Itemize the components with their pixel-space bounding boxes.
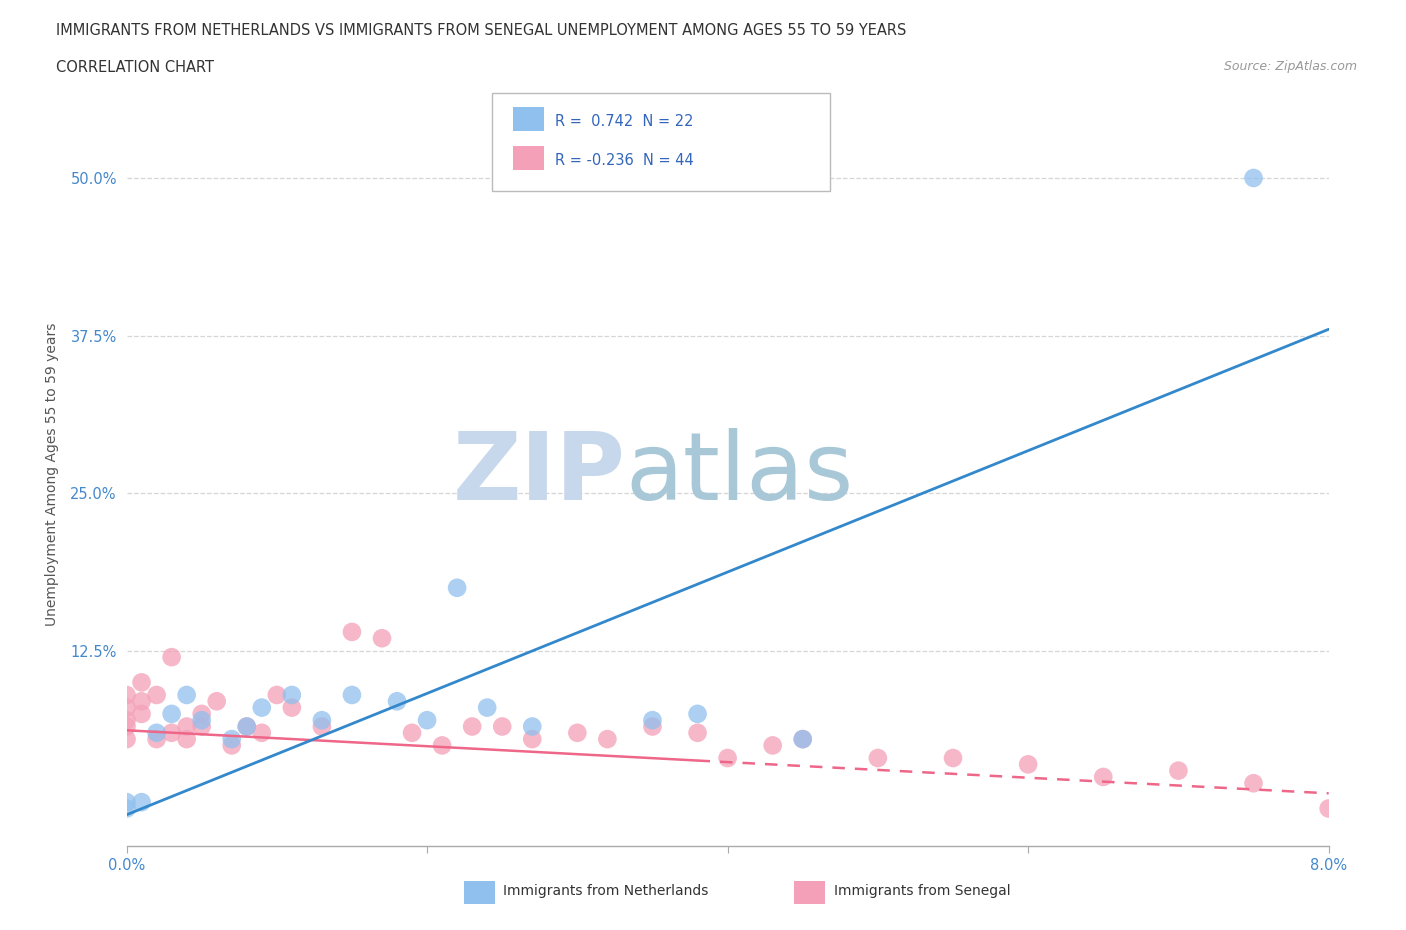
Point (686, 725, 709, 740)
Point (716, 751, 740, 765)
Point (115, 795, 138, 810)
Point (176, 732, 198, 747)
Point (235, 719, 259, 734)
Point (250, 700, 273, 715)
Point (131, 707, 153, 722)
Point (145, 725, 167, 740)
Point (190, 712, 212, 727)
Point (221, 738, 243, 753)
Point (145, 687, 167, 702)
Point (792, 732, 814, 747)
Text: Immigrants from Senegal: Immigrants from Senegal (834, 884, 1011, 898)
Point (641, 712, 664, 727)
Point (522, 732, 544, 747)
Point (145, 732, 167, 747)
Y-axis label: Unemployment Among Ages 55 to 59 years: Unemployment Among Ages 55 to 59 years (45, 323, 59, 626)
Point (340, 624, 363, 639)
Point (522, 719, 544, 734)
Point (461, 719, 484, 734)
Point (430, 738, 453, 753)
Point (160, 650, 183, 665)
Point (792, 732, 814, 747)
Point (942, 751, 965, 765)
Point (596, 732, 619, 747)
Point (281, 700, 304, 715)
Text: CORRELATION CHART: CORRELATION CHART (56, 60, 214, 75)
Point (371, 631, 394, 645)
Point (176, 687, 198, 702)
Point (190, 707, 212, 722)
Point (686, 707, 709, 722)
Point (205, 694, 228, 709)
Text: Immigrants from Netherlands: Immigrants from Netherlands (503, 884, 709, 898)
Point (115, 801, 138, 816)
Point (567, 725, 589, 740)
Text: Source: ZipAtlas.com: Source: ZipAtlas.com (1223, 60, 1357, 73)
Point (160, 725, 183, 740)
Point (446, 580, 468, 595)
Point (266, 687, 288, 702)
Point (1017, 757, 1039, 772)
Point (475, 700, 498, 715)
Point (131, 795, 153, 810)
Point (401, 725, 423, 740)
Point (160, 707, 183, 722)
Point (491, 719, 513, 734)
Text: ZIP: ZIP (453, 429, 626, 520)
Point (235, 719, 259, 734)
Text: R = -0.236  N = 44: R = -0.236 N = 44 (555, 153, 695, 168)
Text: IMMIGRANTS FROM NETHERLANDS VS IMMIGRANTS FROM SENEGAL UNEMPLOYMENT AMONG AGES 5: IMMIGRANTS FROM NETHERLANDS VS IMMIGRANT… (56, 23, 907, 38)
Point (866, 751, 889, 765)
Point (762, 738, 785, 753)
Point (131, 694, 153, 709)
Point (250, 725, 273, 740)
Point (115, 712, 138, 727)
Point (115, 700, 138, 715)
Point (1167, 764, 1189, 778)
Point (131, 675, 153, 690)
Point (311, 712, 333, 727)
Point (1243, 776, 1265, 790)
Point (281, 687, 304, 702)
Point (190, 719, 212, 734)
Point (311, 719, 333, 734)
Point (385, 694, 408, 709)
Text: atlas: atlas (626, 429, 853, 520)
Point (641, 719, 664, 734)
Text: R =  0.742  N = 22: R = 0.742 N = 22 (555, 114, 695, 129)
Point (1092, 769, 1115, 784)
Point (115, 687, 138, 702)
Point (416, 712, 439, 727)
Point (221, 732, 243, 747)
Point (1317, 801, 1340, 816)
Point (176, 719, 198, 734)
Point (1243, 170, 1265, 185)
Point (115, 732, 138, 747)
Point (340, 687, 363, 702)
Point (115, 719, 138, 734)
